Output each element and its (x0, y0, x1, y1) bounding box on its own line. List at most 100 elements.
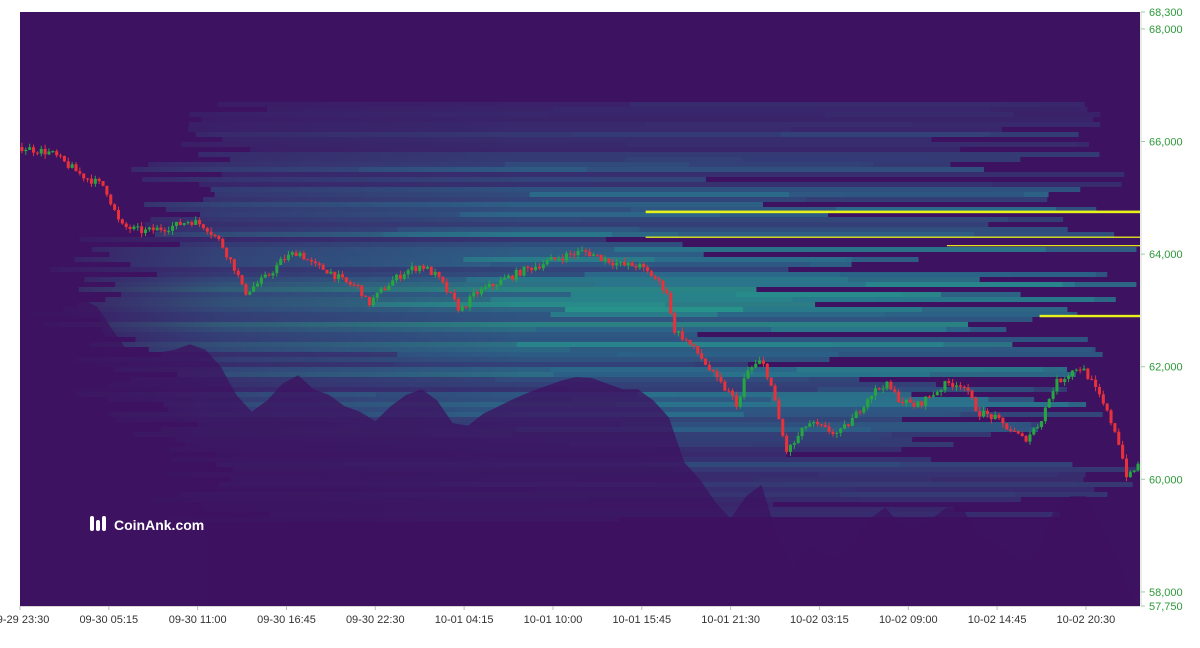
candle-body (113, 204, 117, 210)
candle-body (445, 282, 449, 292)
candle-body (1005, 423, 1009, 430)
candle-body (599, 254, 603, 261)
x-tick-label: 09-30 16:45 (257, 614, 316, 626)
candle-body (1020, 433, 1024, 436)
candle-body (89, 178, 93, 184)
candle-body (325, 269, 329, 274)
candle-body (850, 418, 854, 426)
candle-body (1036, 427, 1040, 429)
heatmap-left-fade (20, 12, 1140, 606)
candle-body (124, 223, 128, 227)
candle-body (209, 231, 213, 235)
candle-body (101, 181, 105, 186)
candle-body (680, 331, 684, 340)
candle-body (228, 257, 233, 260)
candle-body (302, 252, 306, 260)
candle-body (252, 286, 256, 292)
candle-body (55, 151, 59, 156)
candle-body (62, 156, 66, 162)
candle-body (700, 353, 704, 359)
candle-body (147, 227, 151, 230)
candle-body (375, 292, 379, 298)
candle-body (974, 398, 978, 412)
candle-body (128, 227, 132, 229)
candle-body (603, 258, 607, 261)
candle-body (924, 396, 928, 406)
y-tick-label: 58,000 (1149, 587, 1183, 599)
candle-body (344, 277, 348, 282)
candle-body (904, 399, 908, 404)
candle-body (761, 360, 765, 364)
candle-body (317, 263, 321, 265)
candle-body (333, 271, 337, 280)
candle-body (47, 151, 51, 155)
candle-body (881, 388, 885, 390)
candle-body (51, 151, 55, 153)
candle-body (194, 220, 198, 225)
candle-body (1128, 471, 1132, 478)
candle-body (31, 147, 36, 153)
candle-body (86, 178, 90, 180)
candle-body (483, 287, 487, 289)
candle-body (248, 291, 252, 295)
candle-body (808, 423, 812, 427)
candle-body (1094, 379, 1098, 387)
candle-body (785, 435, 789, 452)
candle-body (286, 254, 290, 260)
candle-body (912, 402, 916, 407)
watermark: CoinAnk.com (90, 516, 204, 533)
candle-body (989, 414, 993, 419)
candle-body (746, 370, 750, 379)
candle-body (1124, 458, 1129, 478)
candle-body (456, 299, 460, 311)
candle-body (870, 395, 874, 400)
candle-body (607, 258, 611, 263)
candle-body (877, 388, 881, 390)
candle-body (518, 270, 522, 276)
candle-body (240, 275, 244, 285)
candle-body (140, 226, 144, 234)
candle-body (893, 389, 897, 392)
candle-body (750, 367, 754, 371)
candle-body (812, 422, 816, 424)
candle-body (225, 247, 229, 258)
candle-body (927, 396, 932, 398)
candle-body (321, 264, 325, 270)
candle-body (908, 399, 912, 403)
candle-body (406, 270, 410, 275)
candle-body (549, 257, 553, 261)
candle-body (754, 363, 758, 368)
candle-body (588, 251, 592, 257)
candle-body (182, 223, 186, 225)
candle-body (24, 149, 28, 152)
candle-body (510, 275, 514, 280)
candle-body (537, 266, 541, 269)
candle-body (835, 432, 839, 434)
x-tick-label: 10-01 10:00 (524, 614, 583, 626)
candle-body (39, 148, 43, 154)
axes: 68,300 68,000 66,000 64,000 62,000 60,000 58,0… (0, 7, 1183, 626)
x-tick-label: 10-02 14:45 (968, 614, 1027, 626)
candle-body (920, 401, 924, 406)
candle-body (66, 161, 70, 168)
candle-body (1109, 410, 1113, 424)
candle-body (897, 391, 901, 403)
candle-body (711, 370, 715, 372)
candle-body (236, 270, 240, 276)
candle-body (74, 164, 78, 172)
candle-body (561, 258, 565, 261)
candle-body (395, 274, 399, 281)
candle-body (619, 261, 623, 263)
candle-body (1059, 378, 1063, 382)
candle-body (93, 178, 97, 184)
candle-body (985, 410, 989, 414)
candle-body (611, 262, 615, 266)
candle-body (78, 171, 82, 174)
candle-body (727, 390, 731, 392)
candle-body (329, 271, 333, 274)
candle-body (217, 236, 221, 240)
candle-body (464, 306, 468, 308)
x-tick-label: 09-30 11:00 (169, 614, 227, 626)
candle-body (163, 230, 167, 232)
